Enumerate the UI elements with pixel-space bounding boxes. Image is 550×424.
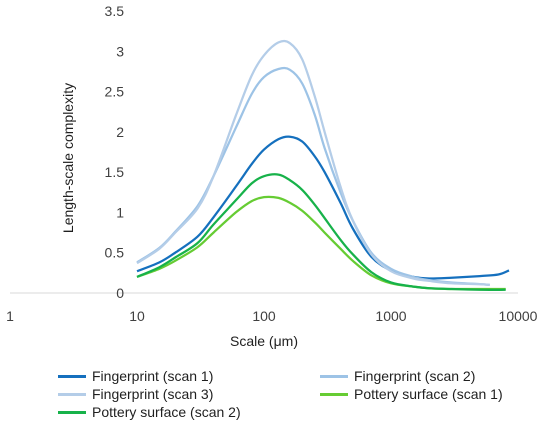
y-tick-label: 3 (116, 43, 124, 59)
legend-swatch (320, 392, 348, 396)
legend-label: Fingerprint (scan 3) (92, 386, 214, 402)
y-tick-label: 0 (116, 285, 124, 301)
y-axis-title: Length-scale complexity (60, 83, 76, 233)
x-tick-label: 1000 (375, 308, 406, 324)
x-tick-label: 10 (129, 308, 145, 324)
line-chart: 1 10 100 1000 10000 0 0.5 1 1.5 2 2.5 3 3.5 Scale (… (6, 3, 538, 349)
x-tick-label: 1 (6, 308, 14, 324)
y-tick-label: 2.5 (105, 84, 125, 100)
series-line-5 (136, 173, 506, 291)
legend-swatch (320, 374, 348, 378)
legend-item-4: Pottery surface (scan 1) (320, 386, 503, 402)
y-tick-label: 2 (116, 124, 124, 140)
legend-swatch (58, 374, 86, 378)
y-tick-label: 1 (116, 204, 124, 220)
legend-item-1: Fingerprint (scan 1) (58, 368, 213, 384)
x-tick-label: 10000 (499, 308, 538, 324)
series-line-4 (136, 195, 506, 291)
legend-item-5: Pottery surface (scan 2) (58, 404, 241, 420)
y-tick-labels: 0 0.5 1 1.5 2 2.5 3 3.5 (105, 3, 125, 301)
legend-swatch (58, 410, 86, 414)
legend-label: Pottery surface (scan 2) (92, 404, 241, 420)
legend-label: Pottery surface (scan 1) (354, 386, 503, 402)
series-line-1 (136, 135, 510, 280)
legend-item-2: Fingerprint (scan 2) (320, 368, 475, 384)
legend-label: Fingerprint (scan 1) (92, 368, 214, 384)
legend-item-3: Fingerprint (scan 3) (58, 386, 213, 402)
series-lines (136, 39, 510, 291)
x-tick-label: 100 (252, 308, 276, 324)
y-tick-label: 1.5 (105, 164, 125, 180)
y-tick-label: 3.5 (105, 3, 125, 19)
y-tick-label: 0.5 (105, 245, 125, 261)
x-tick-labels: 1 10 100 1000 10000 (6, 308, 538, 324)
legend-label: Fingerprint (scan 2) (354, 368, 476, 384)
legend: Fingerprint (scan 1) Fingerprint (scan 2)… (0, 362, 550, 424)
legend-swatch (58, 392, 86, 396)
series-line-3 (136, 39, 490, 287)
x-axis-title: Scale (μm) (230, 333, 298, 349)
